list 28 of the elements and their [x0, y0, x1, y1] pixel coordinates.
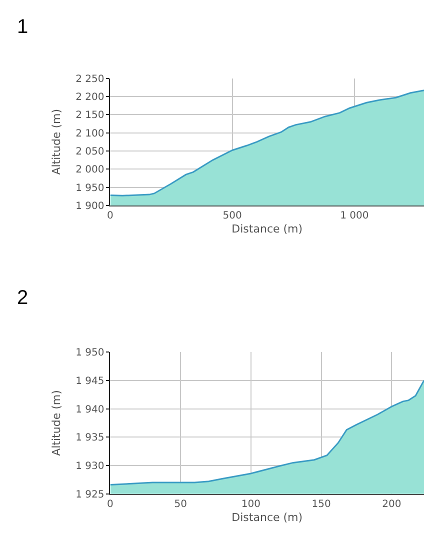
y-tick-label: 2 200: [76, 92, 104, 103]
x-tick-label: 500: [222, 210, 242, 222]
x-tick-label: 50: [174, 498, 187, 510]
y-tick-label: 1 930: [76, 461, 104, 472]
y-tick-label: 2 100: [76, 128, 104, 140]
y-axis-title: Altitude (m): [50, 390, 64, 456]
chart-title: 2: [17, 287, 28, 309]
chart-title: 1: [17, 16, 28, 38]
x-axis-title: Distance (m): [232, 511, 303, 524]
x-tick-label: 150: [312, 498, 331, 510]
y-tick-label: 1 945: [76, 376, 104, 387]
y-tick-label: 2 150: [76, 110, 104, 122]
y-tick-label: 1 925: [76, 489, 104, 500]
y-tick-label: 2 000: [76, 164, 104, 176]
y-tick-label: 2 050: [76, 146, 104, 158]
x-tick-label: 0: [107, 210, 114, 222]
x-axis-title: Distance (m): [232, 222, 303, 236]
x-tick-label: 200: [382, 498, 402, 510]
x-tick-label: 0: [107, 498, 114, 510]
y-tick-label: 1 900: [76, 200, 104, 212]
y-tick-label: 1 940: [76, 404, 104, 416]
y-tick-label: 1 950: [76, 182, 104, 194]
y-tick-label: 2 250: [76, 74, 104, 85]
x-tick-label: 1 000: [340, 210, 369, 222]
y-axis-title: Altitude (m): [50, 109, 64, 175]
y-tick-label: 1 950: [76, 348, 104, 359]
y-tick-label: 1 935: [76, 432, 104, 444]
x-tick-label: 100: [241, 498, 260, 510]
